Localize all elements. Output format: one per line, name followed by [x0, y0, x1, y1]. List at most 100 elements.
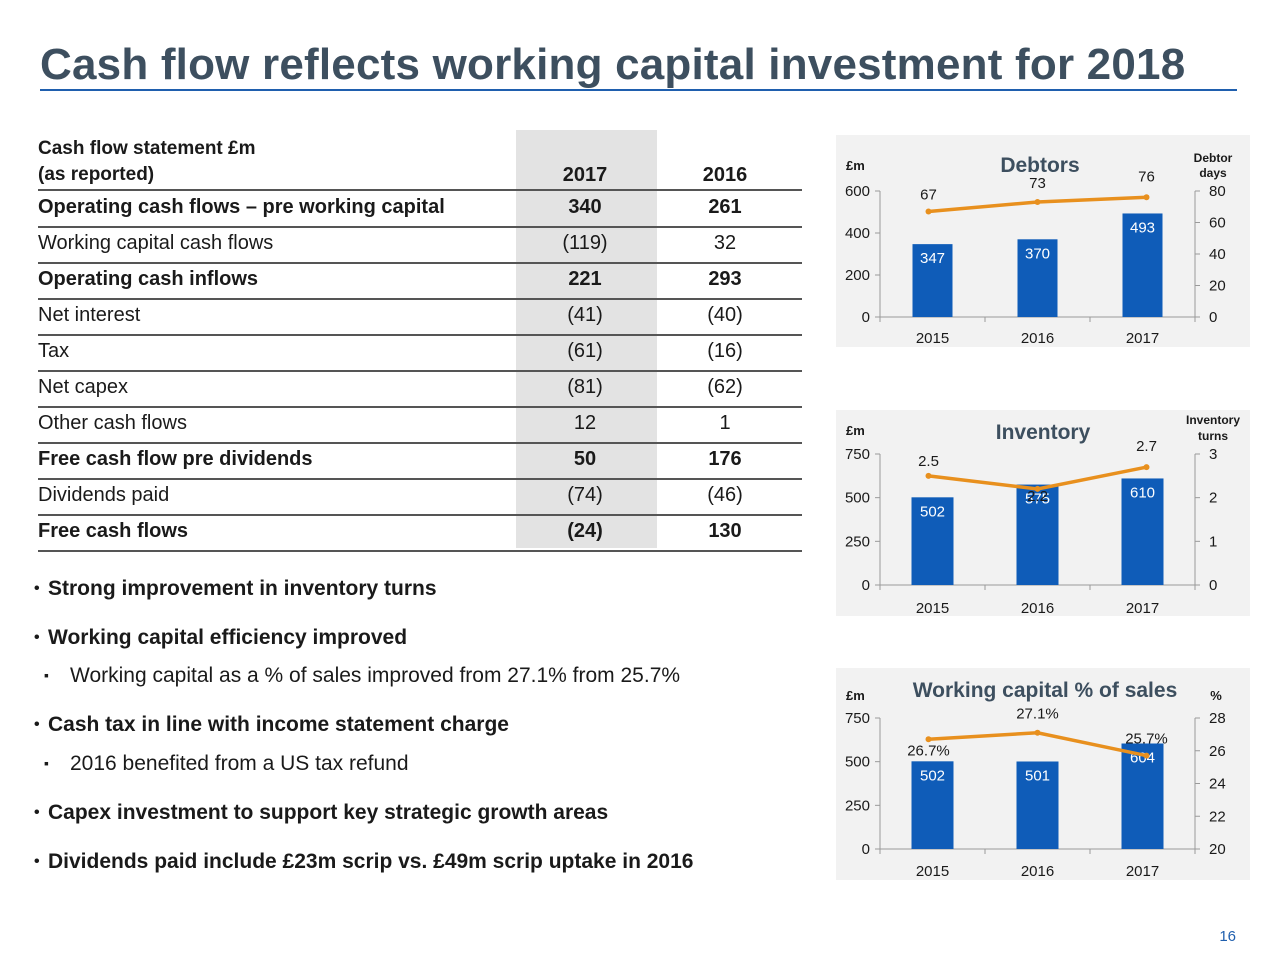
line-value-label: 76 [1138, 168, 1155, 185]
value-2017: (61) [567, 340, 603, 362]
table-rule [38, 514, 802, 516]
left-axis-tick-label: 250 [845, 533, 870, 550]
bullet-marker: ▪ [44, 667, 49, 683]
table-rule [38, 334, 802, 336]
row-label: Other cash flows [38, 412, 187, 434]
line-point [1143, 194, 1150, 201]
right-axis-tick-label: 24 [1209, 776, 1226, 793]
right-axis-tick-label: 20 [1209, 841, 1226, 858]
table-rule [38, 262, 802, 264]
right-axis-tick-label: 1 [1209, 533, 1217, 550]
value-2016: 1 [719, 412, 731, 434]
bullet-marker: • [34, 580, 40, 597]
category-label: 2017 [1126, 600, 1159, 617]
bar [912, 244, 953, 317]
value-2017: 12 [573, 412, 597, 434]
table-row: Working capital cash flows (119) 32 [38, 227, 802, 263]
value-2016: 176 [708, 448, 742, 470]
value-2016: (62) [707, 376, 743, 398]
row-label: Working capital cash flows [38, 232, 274, 254]
left-axis-tick-label: 250 [845, 797, 870, 814]
left-axis-tick-label: 500 [845, 754, 870, 771]
value-2016: 130 [708, 520, 742, 542]
right-axis-tick-label: 22 [1209, 808, 1226, 825]
bar [1016, 484, 1059, 585]
left-axis-tick-label: 750 [845, 710, 870, 727]
table-row: Operating cash flows – pre working capit… [38, 191, 802, 227]
value-2017: (119) [562, 232, 608, 254]
right-axis-unit: % [1210, 688, 1222, 703]
left-axis-unit: £m [846, 423, 865, 438]
line-value-label: 25.7% [1125, 731, 1168, 748]
bullet-item: • Cash tax in line with income statement … [34, 713, 509, 737]
line-point [925, 472, 932, 479]
table-rule [38, 478, 802, 480]
row-label: Operating cash inflows [38, 268, 259, 290]
column-header-2016: 2016 [702, 164, 748, 186]
sub-bullet-item: ▪ Working capital as a % of sales improve… [44, 664, 680, 688]
category-label: 2015 [916, 330, 949, 347]
line-point [1034, 485, 1041, 492]
right-axis-tick-label: 20 [1209, 278, 1226, 295]
table-row: Dividends paid (74) (46) [38, 479, 802, 515]
bar-value-label: 501 [1025, 767, 1050, 784]
chart-title: Working capital % of sales [913, 679, 1178, 702]
right-axis-tick-label: 40 [1209, 246, 1226, 263]
category-label: 2016 [1021, 863, 1054, 880]
bullet-text: 2016 benefited from a US tax refund [70, 752, 409, 775]
bullet-text: Capex investment to support key strategi… [48, 801, 609, 824]
right-axis-unit: Inventory [1186, 413, 1240, 427]
line-value-label: 67 [920, 186, 937, 203]
bullet-marker: • [34, 853, 40, 870]
table-row: Operating cash inflows 221 293 [38, 263, 802, 299]
row-label: Net interest [38, 304, 141, 326]
table-rule [38, 298, 802, 300]
bar-value-label: 347 [920, 250, 945, 267]
bullet-text: Strong improvement in inventory turns [48, 577, 437, 600]
left-axis-tick-label: 200 [845, 267, 870, 284]
sub-bullet-item: ▪ 2016 benefited from a US tax refund [44, 752, 409, 776]
value-2017: (81) [567, 376, 603, 398]
line-series [928, 730, 1147, 758]
line-point [925, 208, 932, 215]
bar-value-label: 370 [1025, 245, 1050, 262]
right-axis-tick-label: 0 [1209, 577, 1217, 594]
category-label: 2017 [1126, 330, 1159, 347]
title-underline [40, 89, 1237, 91]
line-value-label: 2.5 [918, 453, 939, 470]
bullet-marker: • [34, 804, 40, 821]
bullet-item: • Capex investment to support key strateg… [34, 801, 608, 825]
bar [1122, 213, 1163, 317]
right-axis-tick-label: 2 [1209, 490, 1217, 507]
table-rule [38, 406, 802, 408]
right-axis-tick-label: 26 [1209, 743, 1226, 760]
bullet-item: • Working capital efficiency improved [34, 626, 407, 650]
bullet-text: Working capital efficiency improved [48, 626, 408, 649]
right-axis-unit: turns [1198, 429, 1228, 443]
bullet-text: Working capital as a % of sales improved… [70, 664, 681, 687]
value-2016: 32 [713, 232, 737, 254]
left-axis-tick-label: 0 [862, 577, 870, 594]
bar [911, 497, 954, 585]
left-axis-tick-label: 750 [845, 446, 870, 463]
line-value-label: 73 [1029, 175, 1046, 192]
column-header-2017: 2017 [562, 164, 608, 186]
value-2016: (16) [707, 340, 743, 362]
line-point [1143, 752, 1150, 759]
bar [911, 761, 954, 849]
value-2017: 221 [568, 268, 602, 290]
table-header-line2: (as reported) [38, 164, 155, 185]
page-number: 16 [1219, 928, 1236, 945]
table-rule [38, 370, 802, 372]
bar [1017, 239, 1058, 317]
bar-value-label: 493 [1130, 219, 1155, 236]
bar [1121, 478, 1164, 585]
right-axis-unit: days [1199, 166, 1227, 180]
value-2016: 261 [708, 196, 742, 218]
line-point [1034, 199, 1041, 206]
right-axis-tick-label: 28 [1209, 710, 1226, 727]
value-2016: (40) [707, 304, 743, 326]
category-label: 2016 [1021, 600, 1054, 617]
table-row: Net interest (41) (40) [38, 299, 802, 335]
